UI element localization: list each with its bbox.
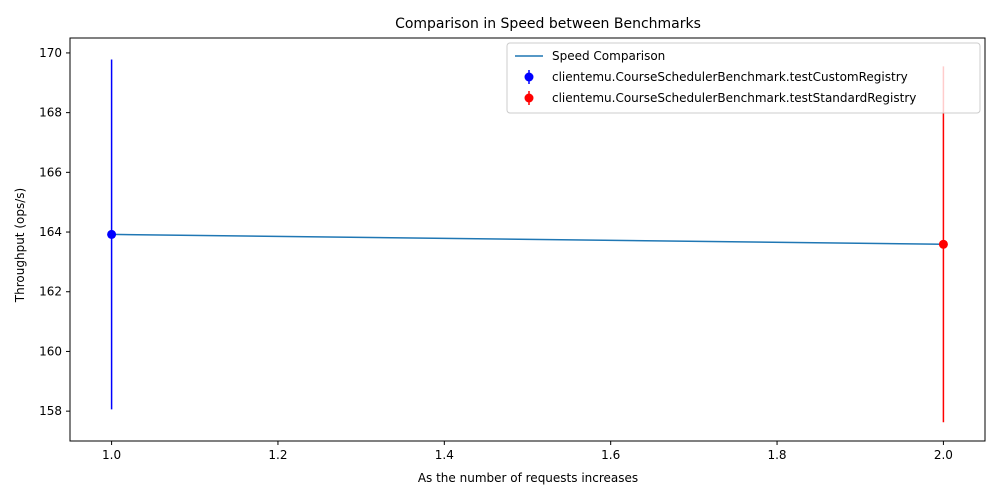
plot-area: [69, 37, 986, 442]
y-tick-label: 170: [39, 46, 62, 60]
legend-label-series-1: clientemu.CourseSchedulerBenchmark.testC…: [552, 70, 908, 84]
y-tick-label: 162: [39, 285, 62, 299]
y-axis-label: Throughput (ops/s): [13, 188, 27, 303]
y-tick-label: 164: [39, 225, 62, 239]
y-tick-label: 168: [39, 106, 62, 120]
x-axis-label: As the number of requests increases: [418, 471, 638, 485]
x-tick-label: 2.0: [934, 448, 953, 462]
legend-swatch-marker-2: [524, 93, 534, 103]
x-tick-label: 1.8: [767, 448, 786, 462]
legend-label-line: Speed Comparison: [552, 49, 665, 63]
x-tick-label: 1.2: [268, 448, 287, 462]
y-tick-label: 160: [39, 344, 62, 358]
legend-box: [506, 42, 981, 114]
y-tick-label: 166: [39, 165, 62, 179]
legend: Speed Comparison clientemu.CourseSchedule…: [506, 42, 981, 114]
legend-swatch-marker-1: [524, 72, 534, 82]
y-tick-label: 158: [39, 404, 62, 418]
axes-frame: [69, 37, 986, 442]
x-tick-label: 1.6: [601, 448, 620, 462]
chart-title: Comparison in Speed between Benchmarks: [395, 16, 701, 32]
data-point-1: [107, 229, 117, 239]
axis-ticks: 1.0 1.2 1.4 1.6 1.8 2.0 158 160 162 164 166 168 170: [39, 46, 953, 462]
legend-label-series-2: clientemu.CourseSchedulerBenchmark.testS…: [552, 91, 916, 105]
speed-comparison-line: [111, 233, 944, 246]
data-point-2: [938, 239, 948, 249]
x-tick-label: 1.4: [435, 448, 454, 462]
x-tick-label: 1.0: [102, 448, 121, 462]
